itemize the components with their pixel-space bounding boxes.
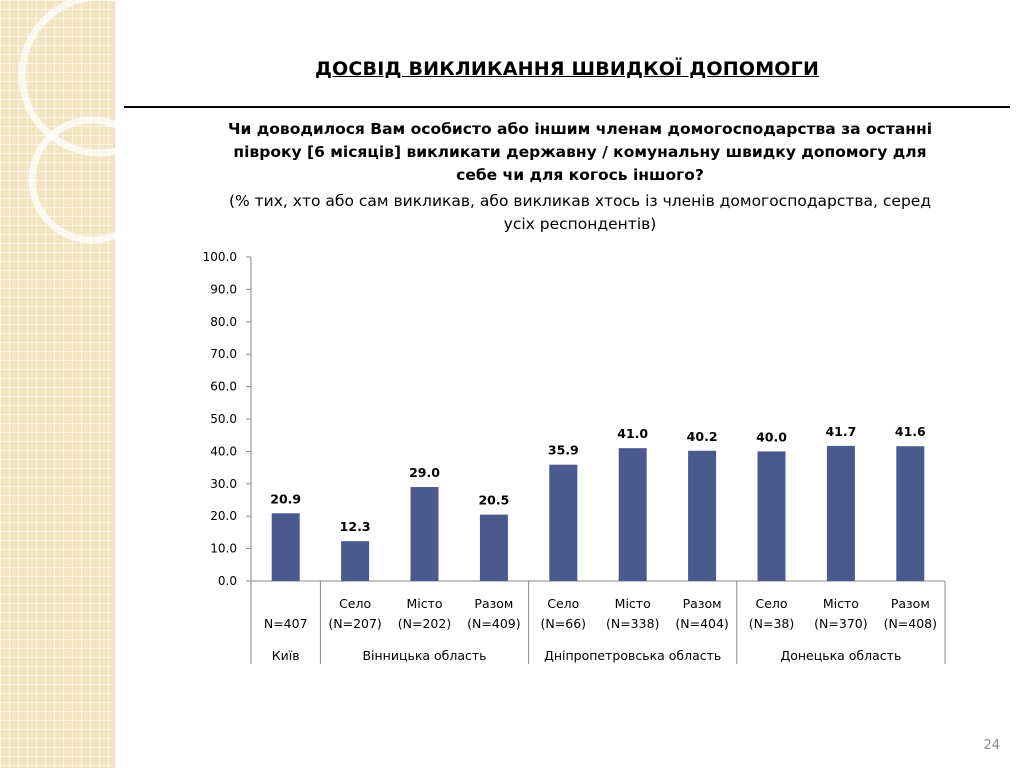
title-divider bbox=[124, 106, 1010, 108]
bar-value-label: 12.3 bbox=[340, 519, 371, 534]
bar-value-label: 35.9 bbox=[548, 443, 579, 458]
y-tick-label: 100.0 bbox=[203, 250, 237, 264]
y-tick-label: 40.0 bbox=[210, 444, 237, 458]
bar bbox=[826, 445, 855, 581]
bar bbox=[410, 487, 439, 581]
group-label: Дніпропетровська область bbox=[544, 648, 721, 663]
group-label: Вінницька область bbox=[362, 648, 486, 663]
category-label: Разом bbox=[891, 596, 930, 611]
y-tick-label: 90.0 bbox=[210, 282, 237, 296]
survey-note: (% тих, хто або сам викликав, або виклик… bbox=[228, 192, 932, 233]
bar-value-label: 20.9 bbox=[270, 491, 301, 506]
category-sample-size: (N=66) bbox=[541, 616, 586, 631]
category-sample-size: (N=370) bbox=[814, 616, 867, 631]
bar bbox=[618, 448, 647, 581]
decorative-circles bbox=[18, 0, 160, 244]
category-sample-size: (N=408) bbox=[884, 616, 937, 631]
y-tick-label: 80.0 bbox=[210, 315, 237, 329]
bar bbox=[271, 513, 300, 581]
bar bbox=[549, 464, 578, 581]
y-tick-label: 50.0 bbox=[210, 412, 237, 426]
category-label: Разом bbox=[683, 596, 722, 611]
y-tick-label: 30.0 bbox=[210, 477, 237, 491]
bar-value-label: 29.0 bbox=[409, 465, 440, 480]
bar-value-label: 40.0 bbox=[756, 429, 787, 444]
category-sample-size: (N=207) bbox=[328, 616, 381, 631]
slide-title: ДОСВІД ВИКЛИКАННЯ ШВИДКОЇ ДОПОМОГИ bbox=[314, 58, 820, 80]
category-label: Разом bbox=[474, 596, 513, 611]
category-sample-size: (N=409) bbox=[467, 616, 520, 631]
category-sample-size: (N=338) bbox=[606, 616, 659, 631]
category-sample-size: (N=202) bbox=[398, 616, 451, 631]
y-tick-label: 70.0 bbox=[210, 347, 237, 361]
category-label: Село bbox=[547, 596, 579, 611]
group-label: Київ bbox=[272, 648, 300, 663]
bar-value-label: 41.6 bbox=[895, 424, 926, 439]
category-sample-size: (N=38) bbox=[749, 616, 794, 631]
category-label: Село bbox=[339, 596, 371, 611]
bar bbox=[688, 450, 717, 581]
bar bbox=[896, 446, 925, 581]
bar bbox=[479, 514, 508, 581]
category-sample-size: (N=404) bbox=[675, 616, 728, 631]
category-label: Місто bbox=[615, 596, 651, 611]
bar bbox=[757, 451, 786, 581]
category-label: Місто bbox=[406, 596, 442, 611]
category-label: Місто bbox=[823, 596, 859, 611]
bar-value-label: 41.0 bbox=[617, 426, 648, 441]
bar-value-label: 40.2 bbox=[687, 429, 718, 444]
bar-value-label: 41.7 bbox=[825, 424, 856, 439]
page-number: 24 bbox=[983, 738, 1000, 753]
deco-circle-upper bbox=[18, 0, 160, 157]
bar-value-label: 20.5 bbox=[478, 493, 509, 508]
survey-question: Чи доводилося Вам особисто або іншим чле… bbox=[227, 120, 933, 184]
group-label: Донецька область bbox=[780, 648, 901, 663]
deco-circle-lower bbox=[28, 116, 156, 244]
category-label: Село bbox=[755, 596, 787, 611]
y-tick-label: 60.0 bbox=[210, 380, 237, 394]
y-tick-label: 20.0 bbox=[210, 509, 237, 523]
bar bbox=[341, 541, 370, 581]
y-tick-label: 10.0 bbox=[210, 542, 237, 556]
category-sample-size: N=407 bbox=[264, 616, 308, 631]
y-tick-label: 0.0 bbox=[218, 574, 237, 588]
